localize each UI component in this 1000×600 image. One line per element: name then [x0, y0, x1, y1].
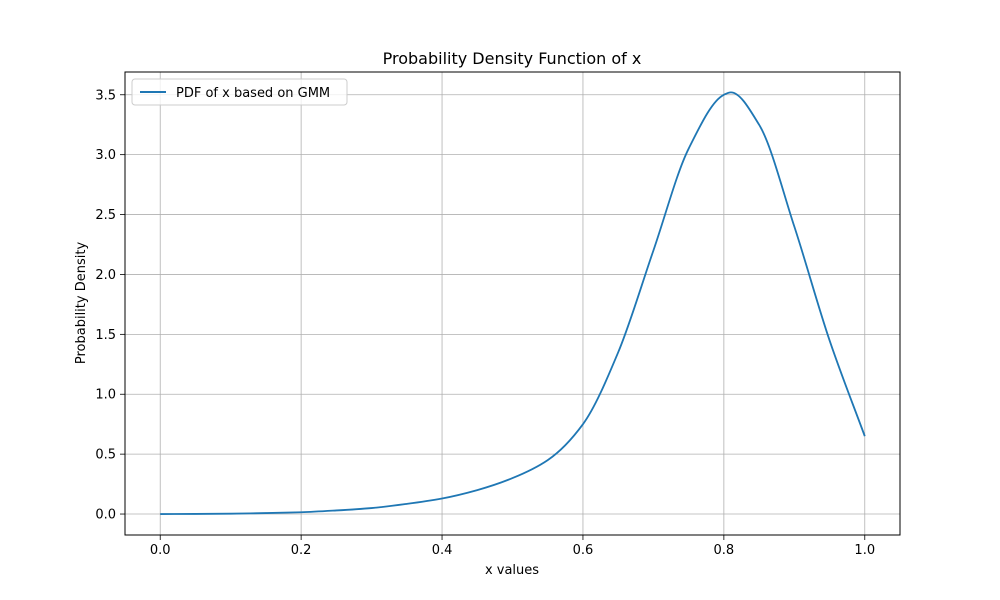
x-axis-label: x values — [485, 563, 539, 578]
series-layer — [160, 91, 866, 515]
x-tick-label: 0.0 — [150, 543, 171, 558]
x-tick-label: 0.2 — [291, 543, 312, 558]
y-tick-label: 2.0 — [95, 268, 116, 283]
grid — [125, 72, 900, 535]
y-tick-label: 3.0 — [95, 148, 116, 163]
y-tick-label: 0.0 — [95, 508, 116, 523]
y-tick-label: 0.5 — [95, 448, 116, 463]
legend: PDF of x based on GMM — [131, 78, 348, 106]
legend-label: PDF of x based on GMM — [176, 86, 330, 101]
series-line — [160, 91, 866, 515]
legend-box — [131, 78, 348, 106]
x-tick-label: 0.6 — [573, 543, 594, 558]
chart-title: Probability Density Function of x — [383, 49, 642, 68]
y-tick-label: 1.0 — [95, 388, 116, 403]
x-tick-label: 1.0 — [854, 543, 875, 558]
y-tick-label: 1.5 — [95, 328, 116, 343]
y-tick-label: 2.5 — [95, 208, 116, 223]
y-axis-label: Probability Density — [74, 242, 89, 365]
x-tick-label: 0.4 — [432, 543, 453, 558]
x-tick-label: 0.8 — [714, 543, 735, 558]
ticks: 0.0 0.2 0.4 0.6 0.8 1.0 0.0 0.5 1.0 1.5 2.0 2.5 3.0 3… — [95, 88, 875, 558]
plot-frame — [124, 71, 901, 536]
y-tick-label: 3.5 — [95, 88, 116, 103]
